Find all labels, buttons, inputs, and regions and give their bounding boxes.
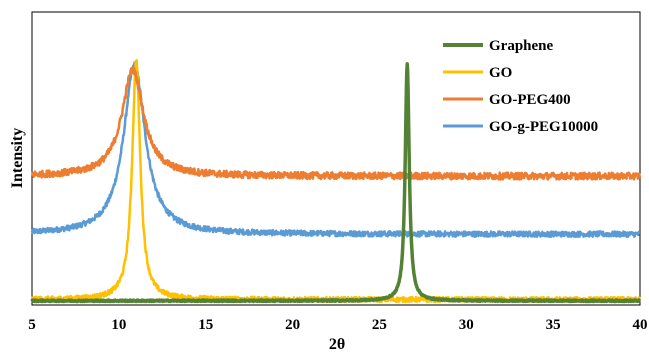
x-tick-label: 20 [285,317,300,333]
legend-label: Graphene [489,38,554,54]
x-axis-ticks: 5 10 15 20 25 30 35 40 [28,317,647,333]
series-line-graphene [30,62,642,304]
legend-label: GO-g-PEG10000 [489,119,598,135]
legend-label: GO-PEG400 [489,92,571,108]
series-layer [30,58,642,304]
x-tick-label: 30 [459,317,474,333]
x-axis-title: 2θ [329,336,345,353]
legend: Graphene GO GO-PEG400 GO-g-PEG10000 [443,38,598,135]
series-line-go-peg400 [31,66,642,181]
y-axis-title: Intensity [9,128,26,188]
x-tick-label: 25 [372,317,387,333]
x-tick-label: 35 [546,317,561,333]
series-line-go-g-peg10000 [30,61,641,239]
x-tick-label: 40 [633,317,648,333]
x-tick-label: 15 [198,317,213,333]
x-tick-label: 10 [111,317,126,333]
plot-area [31,11,641,306]
legend-label: GO [489,65,512,81]
x-tick-label: 5 [28,317,36,333]
